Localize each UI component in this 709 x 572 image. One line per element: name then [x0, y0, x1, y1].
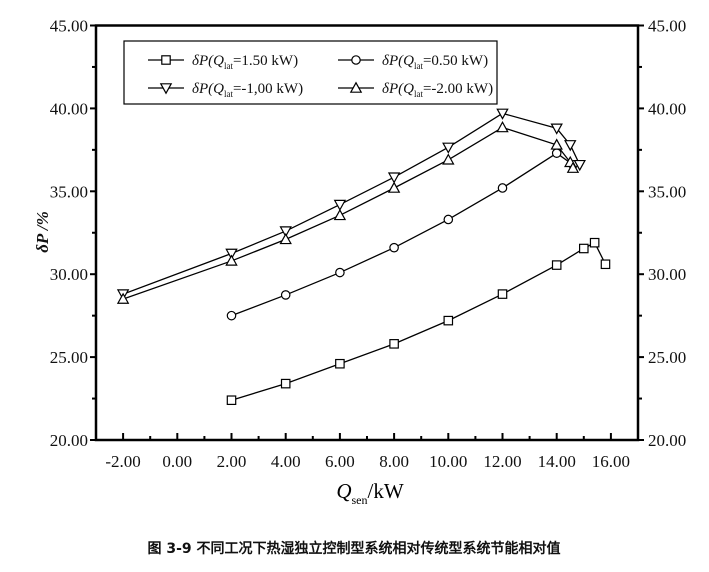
data-point-circle — [551, 148, 562, 158]
data-point-triangle-up — [387, 181, 401, 193]
data-point-triangle-down — [442, 142, 455, 154]
series-line — [122, 112, 581, 295]
legend-marker-square — [161, 55, 171, 65]
legend-label: δP(Qlat=0.50 kW) — [382, 53, 488, 71]
data-point-circle — [497, 183, 508, 193]
data-point-square — [600, 259, 611, 270]
data-point-square — [443, 315, 454, 326]
data-point-triangle-up — [550, 138, 563, 150]
y-tick-label: 20.00 — [50, 431, 88, 450]
data-point-triangle-down — [564, 140, 577, 152]
legend-item: δP(Qlat=0.50 kW) — [338, 53, 488, 71]
figure-caption: 图 3-9 不同工况下热湿独立控制型系统相对传统型系统节能相对值 — [147, 540, 560, 557]
y-axis-label: δP /% — [33, 211, 52, 253]
data-point-triangle-up — [333, 208, 347, 221]
data-point-square — [226, 395, 237, 406]
y-tick-label: 30.00 — [50, 265, 88, 284]
x-tick-label: -2.00 — [105, 452, 140, 471]
x-tick-label: 0.00 — [162, 452, 192, 471]
right-y-tick-label: 35.00 — [648, 182, 686, 201]
data-point-square — [497, 289, 508, 299]
x-axis-label: Qsen/kW — [336, 479, 404, 507]
data-point-triangle-down — [333, 199, 347, 212]
ticks-layer: -2.00 0.00 2.00 4.00 6.00 8.00 10.00 12.00 14.00… — [50, 17, 687, 472]
data-point-triangle-up — [279, 232, 292, 245]
legend-item: δP(Qlat=-2.00 kW) — [338, 81, 493, 99]
y-tick-label: 35.00 — [50, 182, 88, 201]
data-point-square — [578, 243, 589, 254]
data-point-triangle-down — [550, 123, 563, 135]
series-circle — [226, 148, 578, 321]
right-y-tick-label: 25.00 — [648, 348, 686, 367]
data-point-square — [551, 260, 562, 270]
x-tick-label: 4.00 — [271, 452, 301, 471]
data-point-square — [589, 237, 600, 248]
legend-marker-circle — [351, 55, 361, 65]
x-tick-label: 10.00 — [429, 452, 467, 471]
data-point-triangle-down — [279, 226, 292, 238]
data-point-circle — [226, 310, 237, 321]
data-point-circle — [280, 290, 291, 300]
data-point-triangle-up — [116, 292, 130, 304]
data-point-triangle-down — [573, 159, 586, 172]
x-tick-label: 6.00 — [325, 452, 355, 471]
data-point-triangle-up — [442, 153, 455, 165]
x-tick-label: 12.00 — [483, 452, 521, 471]
y-tick-label: 25.00 — [50, 348, 88, 367]
series-line — [122, 126, 574, 300]
legend-item: δP(Qlat=-1,00 kW) — [148, 81, 303, 99]
series-layer — [116, 108, 611, 406]
x-tick-label: 8.00 — [379, 452, 409, 471]
legend-marker-triangle-up — [349, 81, 363, 93]
legend-marker-triangle-down — [159, 83, 173, 95]
data-point-triangle-up — [566, 161, 580, 173]
data-point-circle — [389, 242, 399, 253]
right-y-tick-label: 20.00 — [648, 431, 686, 450]
series-square — [226, 237, 611, 406]
legend-label: δP(Qlat=-1,00 kW) — [192, 81, 303, 99]
data-point-triangle-up — [496, 121, 509, 133]
right-y-tick-label: 30.00 — [648, 265, 686, 284]
data-point-square — [280, 378, 291, 389]
right-y-tick-label: 45.00 — [648, 17, 686, 36]
data-point-triangle-down — [496, 108, 509, 120]
data-point-circle — [335, 267, 345, 278]
data-point-triangle-up — [225, 254, 238, 266]
data-point-square — [389, 339, 399, 349]
legend-label: δP(Qlat=1.50 kW) — [192, 53, 298, 71]
data-point-square — [335, 358, 345, 369]
data-point-triangle-down — [387, 172, 401, 184]
x-tick-label: 2.00 — [217, 452, 247, 471]
legend-box — [123, 40, 498, 105]
data-point-circle — [443, 214, 454, 225]
data-point-triangle-down — [225, 248, 238, 260]
series-line — [231, 152, 574, 317]
series-triangle-up — [116, 121, 580, 304]
legend: δP(Qlat=1.50 kW) δP(Qlat=0.50 kW) δP(Qlat=… — [123, 40, 498, 105]
y-tick-label: 45.00 — [50, 17, 88, 36]
legend-item: δP(Qlat=1.50 kW) — [148, 53, 298, 71]
right-y-tick-label: 40.00 — [648, 99, 686, 118]
x-tick-label: 14.00 — [538, 452, 576, 471]
x-tick-label: 16.00 — [592, 452, 630, 471]
series-line — [231, 241, 607, 401]
y-tick-label: 40.00 — [50, 99, 88, 118]
series-triangle-down — [116, 108, 586, 301]
legend-label: δP(Qlat=-2.00 kW) — [382, 81, 493, 99]
